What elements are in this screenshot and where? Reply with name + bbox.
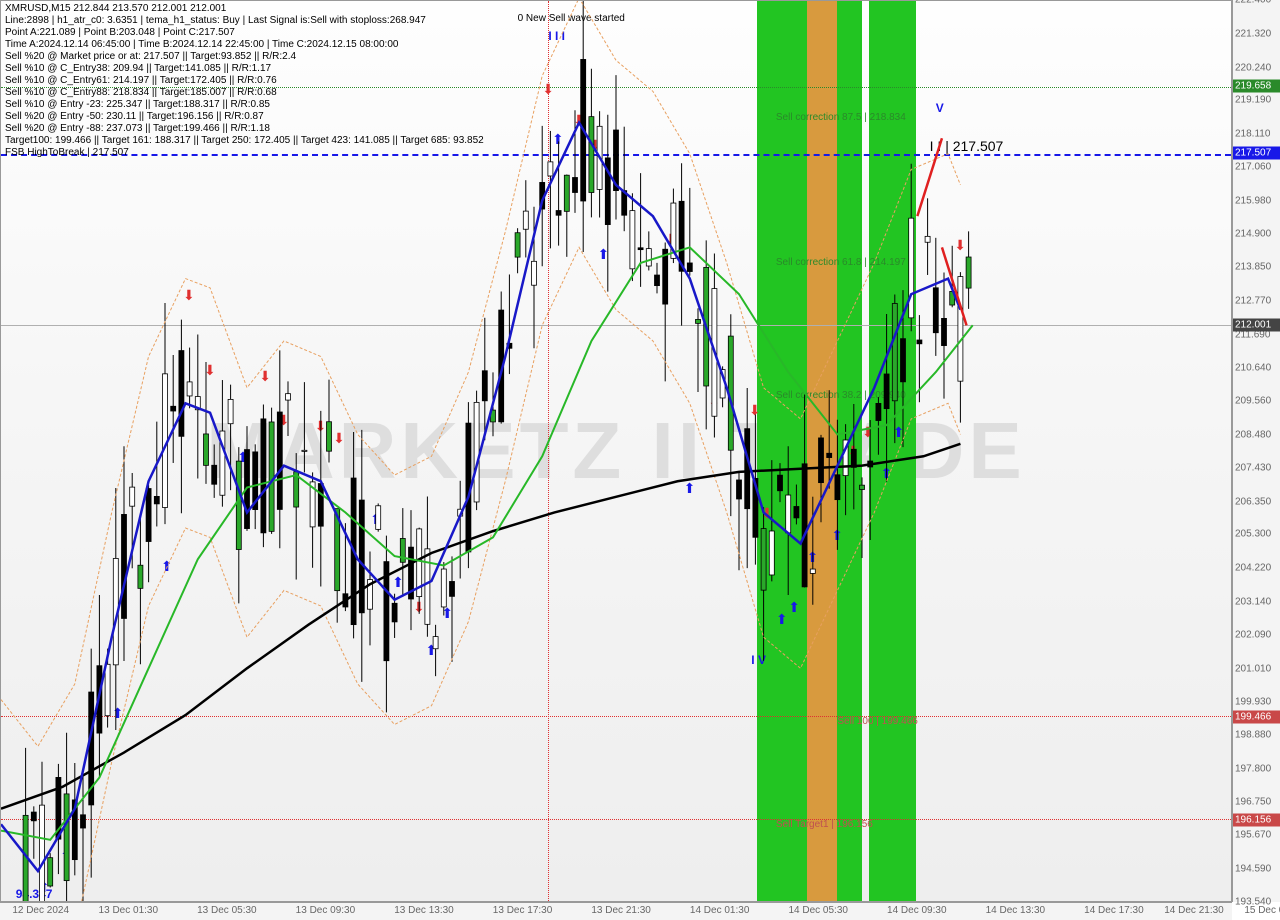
y-marker: 219.658	[1233, 79, 1280, 92]
x-tick: 13 Dec 05:30	[197, 905, 257, 916]
info-line-11: Target100: 199.466 || Target 161: 188.31…	[5, 135, 484, 147]
y-tick: 214.900	[1235, 229, 1271, 240]
y-tick: 206.350	[1235, 496, 1271, 507]
x-tick: 13 Dec 13:30	[394, 905, 454, 916]
info-line-5: Sell %10 @ C_Entry38: 209.94 || Target:1…	[5, 63, 484, 75]
y-tick: 201.010	[1235, 663, 1271, 674]
y-tick: 212.770	[1235, 295, 1271, 306]
x-tick: 14 Dec 13:30	[986, 905, 1046, 916]
chart-area[interactable]: MARKETZ II TRADE 0 New Sell wave started…	[0, 0, 1232, 902]
x-tick: 15 Dec 01:30	[1244, 905, 1280, 916]
x-tick: 14 Dec 17:30	[1084, 905, 1144, 916]
y-tick: 196.750	[1235, 796, 1271, 807]
info-line-4: Sell %20 @ Market price or at: 217.507 |…	[5, 51, 484, 63]
y-tick: 209.560	[1235, 396, 1271, 407]
y-tick: 195.670	[1235, 830, 1271, 841]
y-tick: 213.850	[1235, 262, 1271, 273]
y-tick: 204.220	[1235, 563, 1271, 574]
info-line-10: Sell %20 @ Entry -88: 237.073 || Target:…	[5, 123, 484, 135]
y-tick: 208.480	[1235, 430, 1271, 441]
y-tick: 219.190	[1235, 95, 1271, 106]
y-tick: 222.400	[1235, 0, 1271, 6]
y-tick: 198.880	[1235, 730, 1271, 741]
x-tick: 12 Dec 2024	[12, 905, 69, 916]
info-line-2: Point A:221.089 | Point B:203.048 | Poin…	[5, 27, 484, 39]
y-tick: 194.590	[1235, 864, 1271, 875]
y-tick: 218.110	[1235, 129, 1270, 140]
info-line-3: Time A:2024.12.14 06:45:00 | Time B:2024…	[5, 39, 484, 51]
y-tick: 221.320	[1235, 28, 1271, 39]
y-tick: 202.090	[1235, 629, 1271, 640]
x-tick: 13 Dec 21:30	[591, 905, 651, 916]
y-tick: 215.980	[1235, 195, 1271, 206]
y-tick: 220.240	[1235, 62, 1271, 73]
y-tick: 210.640	[1235, 362, 1271, 373]
x-tick: 13 Dec 17:30	[493, 905, 553, 916]
info-line-9: Sell %20 @ Entry -50: 230.11 || Target:1…	[5, 111, 484, 123]
info-line-1: Line:2898 | h1_atr_c0: 3.6351 | tema_h1_…	[5, 15, 484, 27]
y-tick: 197.800	[1235, 763, 1271, 774]
y-tick: 203.140	[1235, 596, 1271, 607]
info-line-6: Sell %10 @ C_Entry61: 214.197 || Target:…	[5, 75, 484, 87]
info-line-7: Sell %10 @ C_Entry88: 218.834 || Target:…	[5, 87, 484, 99]
info-block: XMRUSD,M15 212.844 213.570 212.001 212.0…	[5, 3, 484, 159]
x-tick: 14 Dec 21:30	[1164, 905, 1224, 916]
y-marker: 217.507	[1233, 146, 1280, 159]
y-marker: 196.156	[1233, 814, 1280, 827]
info-symbol: XMRUSD,M15 212.844 213.570 212.001 212.0…	[5, 3, 484, 15]
y-tick: 217.060	[1235, 161, 1271, 172]
x-axis: 12 Dec 2024 13 Dec 01:30 13 Dec 05:30 13 De…	[0, 902, 1232, 920]
x-tick: 14 Dec 09:30	[887, 905, 947, 916]
info-line-8: Sell %10 @ Entry -23: 225.347 || Target:…	[5, 99, 484, 111]
x-tick: 14 Dec 05:30	[788, 905, 848, 916]
x-tick: 14 Dec 01:30	[690, 905, 750, 916]
y-tick: 205.300	[1235, 529, 1271, 540]
y-axis: 222.400 221.320 220.240 219.190 218.110 217.0…	[1232, 0, 1280, 902]
y-tick: 199.930	[1235, 697, 1271, 708]
y-marker: 212.001	[1233, 319, 1280, 332]
x-tick: 13 Dec 09:30	[296, 905, 356, 916]
info-line-12: FSB HighToBreak | 217.507	[5, 147, 484, 159]
y-tick: 207.430	[1235, 462, 1271, 473]
x-tick: 13 Dec 01:30	[99, 905, 159, 916]
y-marker: 199.466	[1233, 710, 1280, 723]
